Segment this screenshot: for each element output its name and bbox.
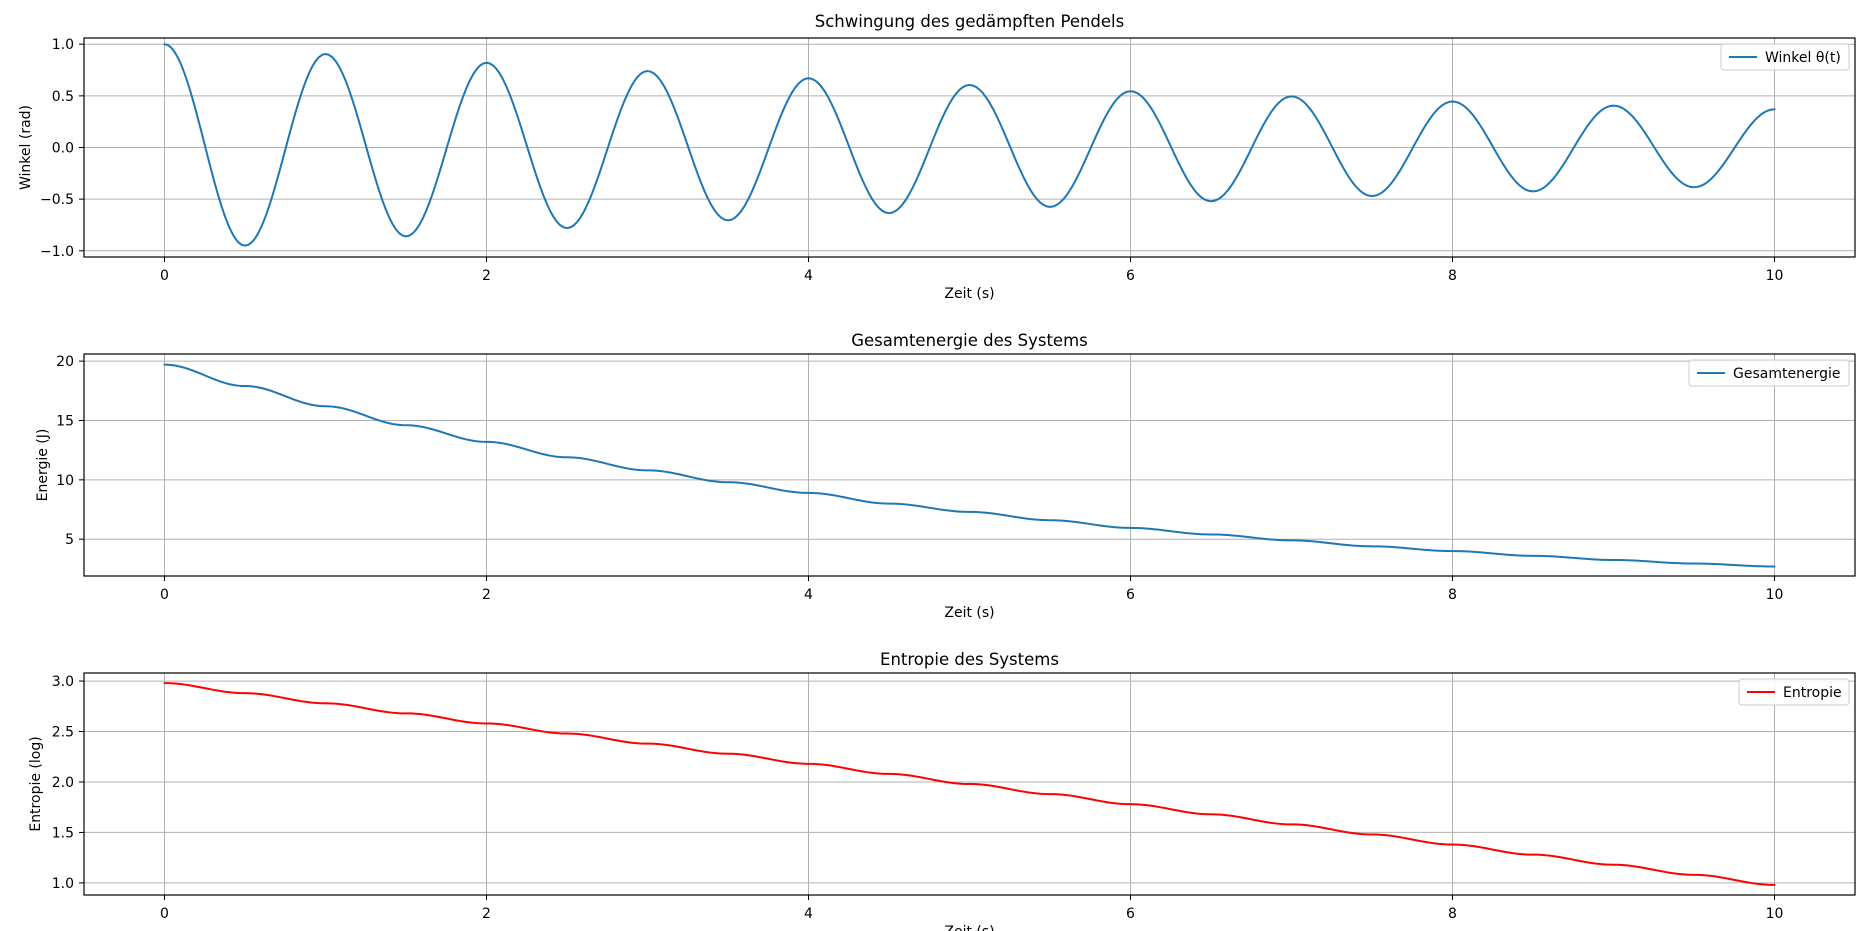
x-tick-label: 4: [804, 268, 813, 284]
y-tick-label: 10: [56, 473, 74, 489]
y-tick-label: 20: [56, 354, 74, 370]
x-tick-label: 6: [1126, 268, 1135, 284]
legend-label: Entropie: [1783, 685, 1842, 701]
x-tick-label: 10: [1766, 587, 1784, 603]
y-tick-label: 2.0: [52, 775, 74, 791]
x-axis-label: Zeit (s): [944, 286, 994, 302]
legend-box: [1688, 359, 1850, 387]
series-line-1: [163, 682, 1776, 886]
legend: Winkel θ(t): [1720, 43, 1850, 71]
x-tick-label: 6: [1126, 587, 1135, 603]
x-tick-label: 10: [1766, 906, 1784, 922]
x-tick-label: 4: [804, 906, 813, 922]
chart-title: Entropie des Systems: [880, 650, 1059, 669]
legend: Gesamtenergie: [1688, 359, 1850, 387]
x-tick-label: 8: [1448, 268, 1457, 284]
legend-box: [1720, 43, 1850, 71]
x-tick-label: 2: [482, 587, 491, 603]
y-tick-label: 5: [65, 532, 74, 548]
y-tick-label: 1.0: [52, 876, 74, 892]
x-tick-label: 10: [1766, 268, 1784, 284]
y-tick-label: −1.0: [40, 244, 74, 260]
y-tick-label: 2.5: [52, 725, 74, 741]
legend-box: [1738, 678, 1850, 706]
x-tick-label: 0: [160, 587, 169, 603]
x-tick-label: 2: [482, 268, 491, 284]
subplot-2: 0 2 4 6 8 10 5 10 15 20 Gesamtenergie des Systems Z…: [35, 331, 1856, 621]
y-axis-label: Entropie (log): [28, 736, 44, 831]
x-tick-label: 0: [160, 268, 169, 284]
x-tick-label: 2: [482, 906, 491, 922]
y-tick-label: 0.0: [52, 141, 74, 157]
y-tick-label: 15: [56, 413, 74, 429]
y-tick-label: −0.5: [40, 192, 74, 208]
x-tick-label: 8: [1448, 587, 1457, 603]
legend: Entropie: [1738, 678, 1850, 706]
y-axis-label: Winkel (rad): [18, 105, 34, 190]
x-tick-label: 4: [804, 587, 813, 603]
legend-label: Gesamtenergie: [1733, 366, 1840, 382]
x-axis-label: Zeit (s): [944, 605, 994, 621]
y-axis-label: Energie (J): [35, 429, 51, 502]
axes-frame: [83, 353, 1856, 577]
series-line-1: [163, 43, 1776, 247]
axes-frame: [83, 672, 1856, 896]
subplot-3: 0 2 4 6 8 10 1.0 1.5 2.0 2.5 3.0 Entropie des Syste…: [28, 650, 1856, 931]
x-tick-label: 0: [160, 906, 169, 922]
x-tick-label: 6: [1126, 906, 1135, 922]
y-tick-label: 3.0: [52, 674, 74, 690]
legend-label: Winkel θ(t): [1765, 50, 1841, 66]
x-tick-label: 8: [1448, 906, 1457, 922]
series-line-1: [163, 363, 1776, 568]
y-tick-label: 0.5: [52, 89, 74, 105]
subplot-1: 0 2 4 6 8 10 −1.0 −0.5 0.0 0.5 1.0 Schwingung des g…: [18, 12, 1856, 302]
y-tick-label: 1.0: [52, 37, 74, 53]
chart-title: Schwingung des gedämpften Pendels: [815, 12, 1125, 31]
chart-title: Gesamtenergie des Systems: [851, 331, 1088, 350]
x-axis-label: Zeit (s): [944, 924, 994, 931]
y-tick-label: 1.5: [52, 825, 74, 841]
